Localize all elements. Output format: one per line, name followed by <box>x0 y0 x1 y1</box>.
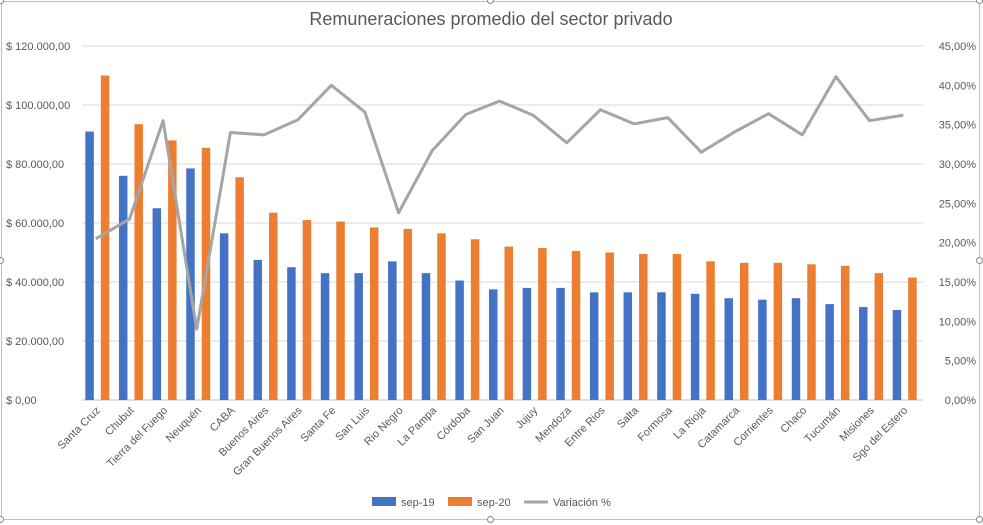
right-tick-label: 30,00% <box>939 159 977 171</box>
bar-sep-20-santa-cruz <box>100 75 110 400</box>
bar-sep-20-catamarca <box>739 262 749 400</box>
left-tick-label: $ 20.000,00 <box>6 336 64 348</box>
left-tick-label: $ 60.000,00 <box>6 218 64 230</box>
x-tick-label: San Juan <box>465 405 506 446</box>
bar-sep-19-gran-buenos-aires <box>287 267 296 400</box>
right-tick-label: 35,00% <box>939 120 977 132</box>
bar-sep-20-salta <box>639 253 648 400</box>
bar-sep-19-sgo-del-estero <box>892 310 902 400</box>
bar-sep-19-san-luis <box>354 273 363 400</box>
bar-sep-20-caba <box>235 177 244 400</box>
bar-sep-19-tierra-del-fuego <box>152 208 162 400</box>
bar-sep-20-santa-fe <box>336 221 345 400</box>
left-tick-label: $ 40.000,00 <box>6 277 64 289</box>
legend-swatch <box>372 497 396 506</box>
x-tick-label: Jujuy <box>514 404 541 431</box>
x-tick-label: Formosa <box>636 404 676 444</box>
bar-sep-20-la-rioja <box>706 261 715 400</box>
bar-sep-19-la-pampa <box>421 273 431 400</box>
x-tick-label: Salta <box>615 404 642 431</box>
bar-sep-19-tucum-n <box>825 304 834 400</box>
bar-sep-20-chaco <box>807 264 816 400</box>
bar-sep-20-rio-negro <box>403 228 413 400</box>
bar-sep-20-san-juan <box>504 246 513 400</box>
bar-sep-19-santa-fe <box>320 273 330 400</box>
resize-handle-middle-left[interactable] <box>0 257 4 264</box>
bar-sep-20-sgo-del-estero <box>908 277 917 400</box>
bar-sep-20-corrientes <box>773 262 783 400</box>
bar-sep-20-jujuy <box>538 248 547 400</box>
x-tick-label: Chaco <box>778 405 809 436</box>
resize-handle-bottom-left[interactable] <box>0 516 4 523</box>
bar-sep-20-entre-rios <box>605 252 614 400</box>
bar-sep-19-buenos-aires <box>253 259 263 400</box>
x-tick-label: CABA <box>208 404 238 434</box>
right-tick-label: 20,00% <box>939 238 977 250</box>
left-tick-label: $ 0,00 <box>6 395 37 407</box>
legend: sep-19 sep-20 Variación % <box>372 497 611 509</box>
legend-label: Variación % <box>553 497 611 509</box>
right-tick-label: 25,00% <box>939 198 977 210</box>
bar-sep-19-caba <box>219 233 229 400</box>
bar-sep-19-entre-rios <box>589 292 599 400</box>
bar-sep-19-catamarca <box>724 298 733 400</box>
x-tick-label: Santa Cruz <box>56 405 103 452</box>
x-tick-label: Neuquén <box>164 405 204 445</box>
bar-sep-19-c-rdoba <box>455 280 464 400</box>
legend-swatch <box>448 497 472 506</box>
x-tick-label: Chubut <box>103 405 137 439</box>
variation-line <box>95 75 904 331</box>
bar-sep-19-chaco <box>791 298 801 400</box>
bar-sep-20-c-rdoba <box>470 239 480 400</box>
right-tick-label: 0,00% <box>945 395 976 407</box>
bar-sep-19-chubut <box>118 175 128 400</box>
bar-sep-20-san-luis <box>369 227 379 400</box>
bar-sep-19-mendoza <box>556 287 565 400</box>
legend-label: sep-19 <box>401 497 435 509</box>
bar-sep-19-salta <box>623 292 633 400</box>
resize-handle-bottom-center[interactable] <box>487 516 494 523</box>
right-tick-label: 5,00% <box>945 356 976 368</box>
bar-sep-20-gran-buenos-aires <box>302 220 312 400</box>
right-tick-label: 40,00% <box>939 80 977 92</box>
bar-sep-19-jujuy <box>522 287 532 400</box>
right-tick-label: 10,00% <box>939 316 977 328</box>
bar-sep-20-chubut <box>134 124 143 401</box>
left-tick-label: $ 120.000,00 <box>6 41 70 53</box>
bar-sep-19-formosa <box>657 292 666 400</box>
bar-sep-20-buenos-aires <box>269 212 278 400</box>
bar-sep-19-la-rioja <box>690 293 700 400</box>
left-tick-label: $ 80.000,00 <box>6 159 64 171</box>
right-tick-label: 15,00% <box>939 277 977 289</box>
x-tick-label: Santa Fe <box>298 405 338 445</box>
bar-sep-19-corrientes <box>758 299 767 400</box>
right-tick-label: 45,00% <box>939 41 977 53</box>
bar-sep-20-tucum-n <box>840 265 850 400</box>
left-axis: $ 0,00 $ 20.000,00 $ 40.000,00 $ 60.000,00 $… <box>6 41 70 407</box>
bar-sep-19-misiones <box>859 307 868 400</box>
left-tick-label: $ 100.000,00 <box>6 100 70 112</box>
right-axis: 0,00% 5,00% 10,00% 15,00% 20,00% 25,00% 30,00%… <box>939 41 977 407</box>
bars <box>85 75 917 401</box>
bar-sep-20-la-pampa <box>437 233 446 400</box>
resize-handle-top-left[interactable] <box>0 0 4 4</box>
bar-sep-19-rio-negro <box>388 261 397 400</box>
bar-sep-19-santa-cruz <box>85 131 94 401</box>
bar-sep-20-mendoza <box>571 251 581 400</box>
bar-sep-20-formosa <box>672 253 682 400</box>
resize-handle-top-center[interactable] <box>487 0 494 4</box>
bar-sep-19-san-juan <box>489 289 498 400</box>
bar-sep-20-misiones <box>874 273 884 400</box>
x-tick-label: Tucumán <box>802 405 843 446</box>
legend-label: sep-20 <box>477 497 511 509</box>
chart-title: Remuneraciones promedio del sector priva… <box>309 9 672 29</box>
x-tick-label: Tierra del Fuego <box>105 405 170 470</box>
bar-sep-20-tierra-del-fuego <box>168 140 177 400</box>
